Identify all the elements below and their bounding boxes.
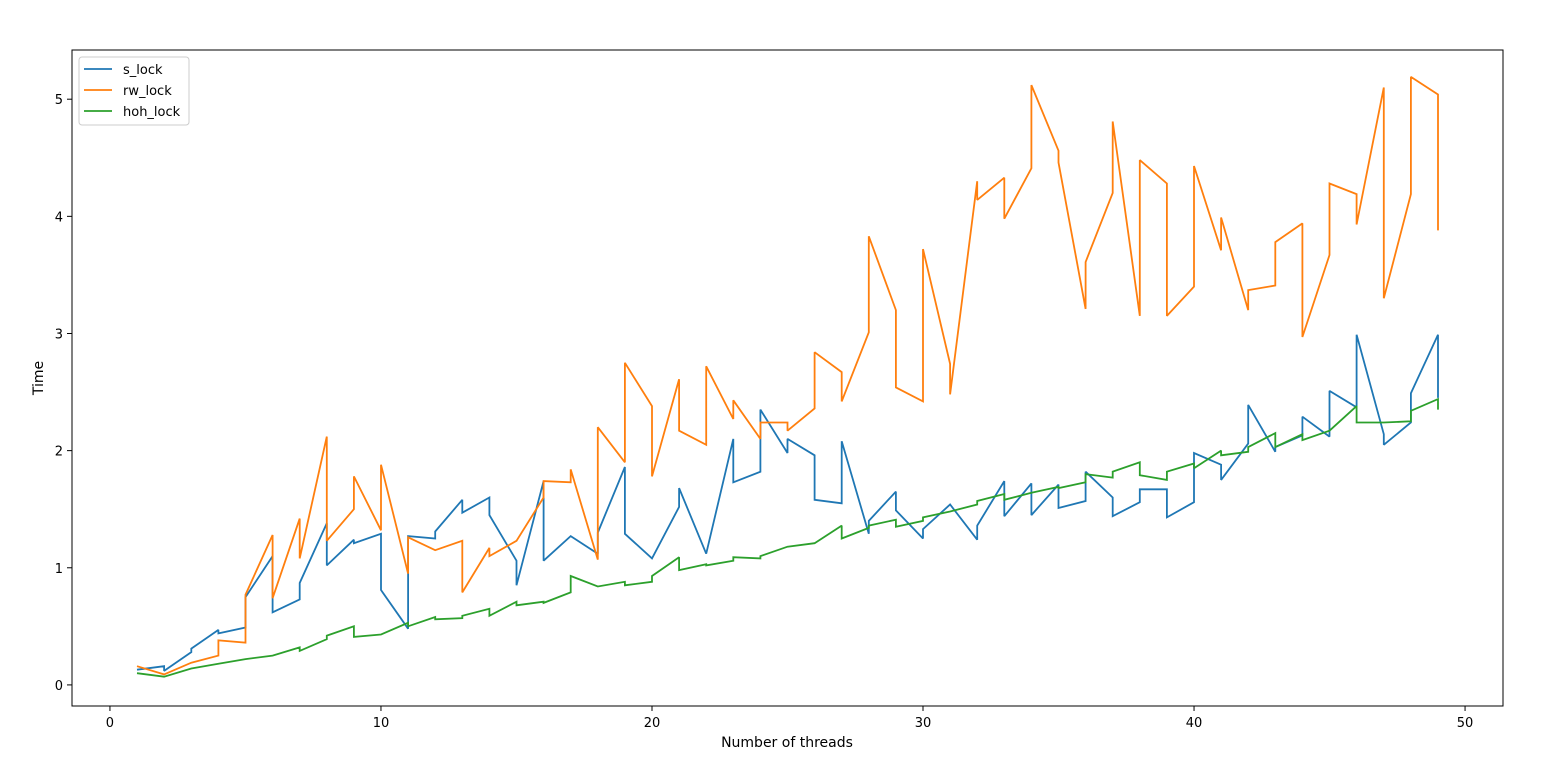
series-line-rw-lock xyxy=(136,76,1439,676)
series-line-s-lock xyxy=(136,334,1439,672)
y-tick-label: 1 xyxy=(55,562,63,577)
x-tick-label: 20 xyxy=(644,716,661,731)
x-tick-label: 0 xyxy=(106,716,114,731)
legend-box xyxy=(78,56,190,126)
series-line-hoh-lock xyxy=(136,397,1439,678)
x-axis-title: Number of threads xyxy=(721,735,853,751)
legend-label-s-lock: s_lock xyxy=(123,63,163,78)
y-tick-label: 5 xyxy=(55,93,63,108)
y-tick-label: 3 xyxy=(55,327,63,342)
x-tick-label: 50 xyxy=(1457,716,1474,731)
x-tick-label: 30 xyxy=(915,716,932,731)
x-axis: 0 10 20 30 40 50 xyxy=(106,706,1474,731)
y-tick-label: 4 xyxy=(55,210,63,225)
legend-label-hoh-lock: hoh_lock xyxy=(123,105,181,120)
legend-label-rw-lock: rw_lock xyxy=(123,84,172,99)
y-axis: 0 1 2 3 4 5 xyxy=(55,93,72,694)
x-tick-label: 10 xyxy=(373,716,390,731)
series-layer xyxy=(136,76,1439,678)
plot-area xyxy=(71,49,1504,707)
y-axis-title: Time xyxy=(31,361,47,396)
y-tick-label: 2 xyxy=(55,445,63,460)
legend: s_lock rw_lock hoh_lock xyxy=(78,56,190,126)
y-tick-label: 0 xyxy=(55,679,63,694)
x-tick-label: 40 xyxy=(1186,716,1203,731)
